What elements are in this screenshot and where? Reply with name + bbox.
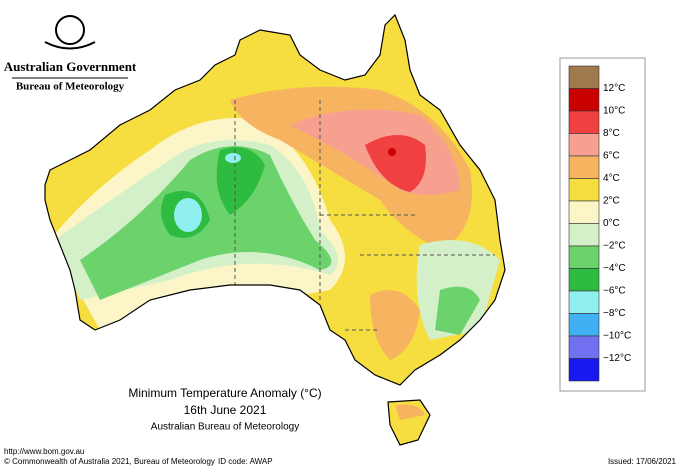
legend-swatch xyxy=(568,65,600,89)
legend-label: 10°C xyxy=(603,106,625,117)
legend-swatch xyxy=(568,358,600,382)
legend-label: −10°C xyxy=(603,331,631,342)
legend-label: −4°C xyxy=(603,263,626,274)
legend-swatch xyxy=(568,268,600,292)
government: Australian Government xyxy=(4,59,137,74)
legend-swatch xyxy=(568,335,600,359)
emblem xyxy=(44,15,96,50)
legend-label: 6°C xyxy=(603,151,620,162)
map-source: Australian Bureau of Meteorology xyxy=(151,422,299,433)
legend-swatch xyxy=(568,88,600,112)
legend-label: −8°C xyxy=(603,308,626,319)
copyright: © Commonwealth of Australia 2021, Bureau… xyxy=(4,457,215,466)
map-title: Minimum Temperature Anomaly (°C) xyxy=(128,386,321,400)
legend-swatch xyxy=(568,200,600,224)
legend-label: 0°C xyxy=(603,218,620,229)
map-date: 16th June 2021 xyxy=(184,403,267,417)
legend-swatch xyxy=(568,110,600,134)
legend-label: 4°C xyxy=(603,173,620,184)
legend-swatch xyxy=(568,133,600,157)
legend: 12°C 10°C 8°C 6°C 4°C 2°C 0°C −2°C −4°C −6°C −8°C −… xyxy=(559,57,646,392)
legend-swatch xyxy=(568,178,600,202)
legend-label: −2°C xyxy=(603,241,626,252)
bureau: Bureau of Meteorology xyxy=(16,81,125,93)
url: http://www.bom.gov.au xyxy=(4,447,84,456)
legend-swatch xyxy=(568,245,600,269)
legend-frame xyxy=(559,57,646,392)
legend-label: −12°C xyxy=(603,353,631,364)
id-code: ID code: AWAP xyxy=(218,457,273,466)
legend-swatch xyxy=(568,223,600,247)
legend-label: 2°C xyxy=(603,196,620,207)
legend-label: 12°C xyxy=(603,83,625,94)
legend-swatch xyxy=(568,313,600,337)
legend-label: −6°C xyxy=(603,286,626,297)
legend-label: 8°C xyxy=(603,128,620,139)
issued: Issued: 17/06/2021 xyxy=(608,457,677,466)
legend-swatch xyxy=(568,155,600,179)
legend-swatch xyxy=(568,290,600,314)
